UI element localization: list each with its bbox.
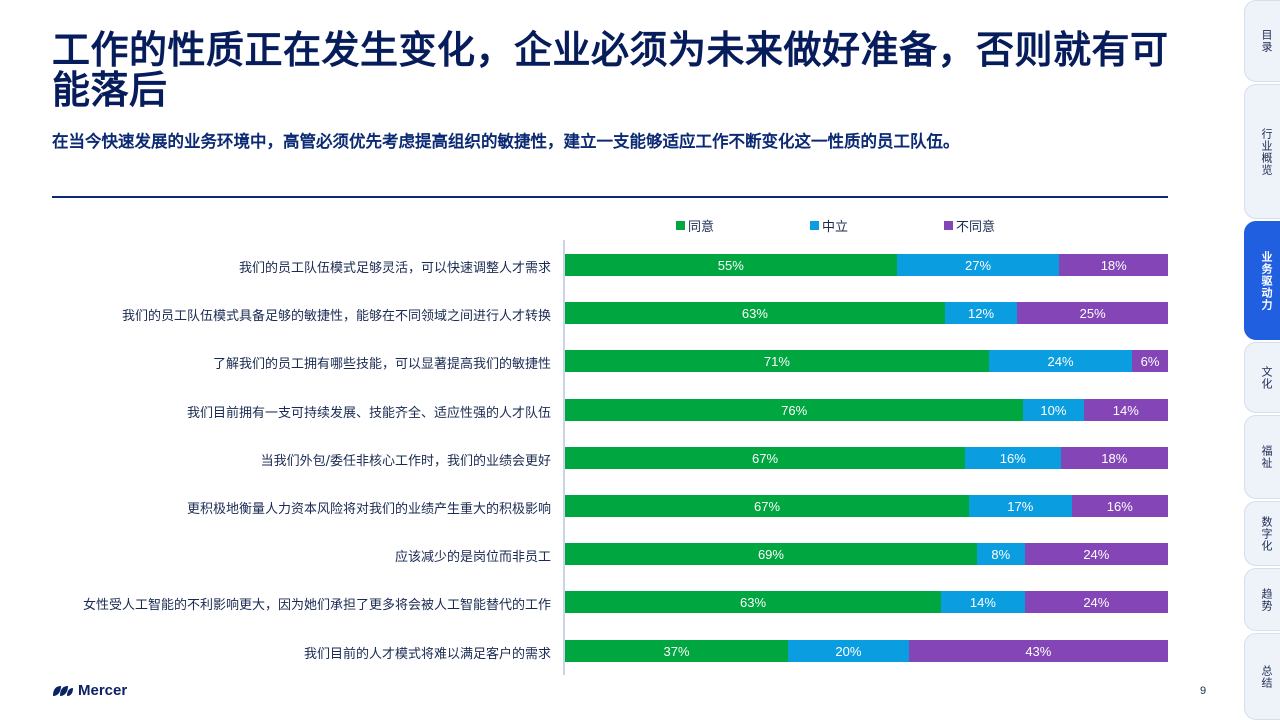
category-label: 我们的员工队伍模式足够灵活，可以快速调整人才需求 <box>238 261 551 276</box>
bar-segment-neutral: 24% <box>988 350 1133 372</box>
data-label: 55% <box>717 257 744 273</box>
bar-segment-agree: 67% <box>565 495 969 517</box>
bar-segment-agree: 55% <box>565 254 897 276</box>
mercer-logo: Mercer <box>52 682 127 699</box>
data-label: 76% <box>781 402 808 418</box>
data-label: 67% <box>751 450 779 466</box>
bar-segment-agree: 71% <box>565 350 989 372</box>
nav-tab-label: 福祉 <box>1260 445 1273 469</box>
page-number: 9 <box>1200 685 1207 697</box>
nav-tab-label: 总结 <box>1260 664 1273 689</box>
data-label: 24% <box>1047 353 1074 369</box>
bar-segment-disagree: 25% <box>1017 302 1168 324</box>
nav-tab-label: 数字化 <box>1260 515 1273 552</box>
data-label: 20% <box>835 643 862 659</box>
data-label: 10% <box>1040 402 1067 418</box>
mercer-logo-icon <box>53 685 73 696</box>
legend-label: 不同意 <box>956 220 996 235</box>
legend-item-1: 中立 <box>810 216 848 235</box>
nav-tab-3[interactable]: 文化 <box>1244 342 1280 413</box>
data-label: 63% <box>740 594 767 610</box>
data-label: 69% <box>757 546 784 562</box>
bar-segment-neutral: 14% <box>941 591 1025 613</box>
legend-label: 中立 <box>822 220 849 235</box>
nav-tab-1[interactable]: 行业概览 <box>1244 84 1280 219</box>
nav-tab-label: 行业概览 <box>1260 127 1273 176</box>
category-label: 我们的员工队伍模式具备足够的敏捷性，能够在不同领域之间进行人才转换 <box>121 309 551 324</box>
data-label: 14% <box>969 594 996 610</box>
data-label: 8% <box>991 546 1011 562</box>
category-label: 女性受人工智能的不利影响更大，因为她们承担了更多将会被人工智能替代的工作 <box>82 598 551 613</box>
bar-segment-agree: 37% <box>565 640 789 662</box>
data-label: 6% <box>1140 353 1160 369</box>
nav-tab-5[interactable]: 数字化 <box>1244 501 1280 566</box>
bar-segment-agree: 69% <box>565 543 977 565</box>
bar-segment-neutral: 8% <box>976 543 1025 565</box>
category-label: 我们目前的人才模式将难以满足客户的需求 <box>303 647 551 662</box>
data-label: 18% <box>1100 257 1127 273</box>
data-label: 37% <box>663 643 690 659</box>
data-label: 17% <box>1007 498 1034 514</box>
bar-segment-disagree: 6% <box>1132 350 1168 372</box>
nav-tab-label: 趋势 <box>1260 587 1273 612</box>
bar-segment-disagree: 16% <box>1071 495 1168 517</box>
legend-swatch <box>944 221 953 230</box>
data-label: 43% <box>1025 643 1052 659</box>
bar-segment-agree: 76% <box>565 399 1024 421</box>
category-label: 我们目前拥有一支可持续发展、技能齐全、适应性强的人才队伍 <box>186 406 551 421</box>
bar-segment-agree: 67% <box>565 447 965 469</box>
data-label: 14% <box>1112 402 1139 418</box>
nav-tab-label: 业务驱动力 <box>1260 250 1273 311</box>
nav-tab-label: 文化 <box>1260 365 1273 390</box>
bar-segment-disagree: 24% <box>1024 591 1168 613</box>
bar-segment-disagree: 24% <box>1024 543 1168 565</box>
bar-segment-disagree: 14% <box>1083 399 1168 421</box>
nav-tab-7[interactable]: 总结 <box>1244 633 1280 720</box>
bar-segment-disagree: 18% <box>1060 447 1168 469</box>
data-label: 18% <box>1101 450 1128 466</box>
data-label: 63% <box>741 305 768 321</box>
category-label: 了解我们的员工拥有哪些技能，可以显著提高我们的敏捷性 <box>212 357 551 372</box>
legend-item-0: 同意 <box>676 216 714 235</box>
category-label: 更积极地衡量人力资本风险将对我们的业绩产生重大的积极影响 <box>186 502 551 517</box>
page-title: 工作的性质正在发生变化，企业必须为未来做好准备，否则就有可能落后 <box>52 28 1169 112</box>
bar-segment-agree: 63% <box>565 302 945 324</box>
bar-segment-neutral: 12% <box>944 302 1018 324</box>
bar-segment-neutral: 20% <box>788 640 909 662</box>
title-divider <box>52 196 1168 198</box>
data-label: 27% <box>965 257 992 273</box>
bar-segment-neutral: 27% <box>896 254 1060 276</box>
category-label: 当我们外包/委任非核心工作时，我们的业绩会更好 <box>260 454 551 469</box>
logo-text: Mercer <box>78 682 128 699</box>
bar-segment-agree: 63% <box>565 591 942 613</box>
section-nav: 目录行业概览业务驱动力文化福祉数字化趋势总结 <box>1244 0 1280 720</box>
data-label: 16% <box>999 450 1026 466</box>
data-label: 24% <box>1083 546 1110 562</box>
data-label: 16% <box>1106 498 1133 514</box>
bar-segment-disagree: 43% <box>908 640 1168 662</box>
bar-segment-neutral: 16% <box>965 447 1061 469</box>
bar-segment-disagree: 18% <box>1059 254 1168 276</box>
legend-item-2: 不同意 <box>944 216 995 235</box>
bar-segment-neutral: 17% <box>969 495 1072 517</box>
page-subtitle: 在当今快速发展的业务环境中，高管必须优先考虑提高组织的敏捷性，建立一支能够适应工… <box>52 132 960 151</box>
bar-segment-neutral: 10% <box>1023 399 1084 421</box>
legend-label: 同意 <box>688 220 715 235</box>
data-label: 24% <box>1083 594 1110 610</box>
chart-axis-line <box>563 240 565 675</box>
nav-tab-6[interactable]: 趋势 <box>1244 568 1280 631</box>
nav-tab-4[interactable]: 福祉 <box>1244 415 1280 499</box>
legend-swatch <box>676 221 685 230</box>
nav-tab-2[interactable]: 业务驱动力 <box>1244 221 1280 340</box>
data-label: 67% <box>753 498 781 514</box>
data-label: 71% <box>763 353 790 369</box>
nav-tab-label: 目录 <box>1260 29 1273 53</box>
category-label: 应该减少的是岗位而非员工 <box>394 550 551 565</box>
nav-tab-0[interactable]: 目录 <box>1244 0 1280 82</box>
data-label: 25% <box>1079 305 1106 321</box>
legend-swatch <box>810 221 819 230</box>
data-label: 12% <box>968 305 995 321</box>
